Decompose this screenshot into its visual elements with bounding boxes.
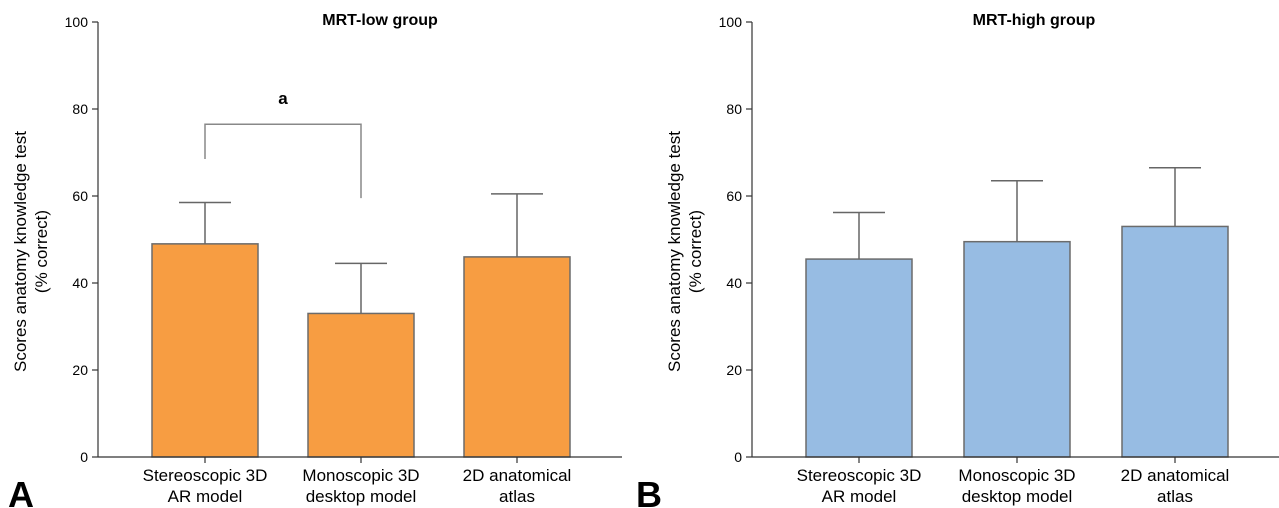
x-tick-label: 2D anatomical atlas bbox=[463, 466, 572, 506]
x-tick-label: 2D anatomical atlas bbox=[1121, 466, 1230, 506]
chart-panel-b: MRT-high group B Scores anatomy knowledge … bbox=[636, 12, 1279, 508]
y-tick-label: 60 bbox=[726, 188, 742, 204]
y-tick-label: 20 bbox=[72, 362, 88, 378]
panel-letter: A bbox=[8, 474, 34, 508]
bars bbox=[805, 166, 1229, 458]
chart-panel-a: MRT-low group A Scores anatomy knowledge t… bbox=[8, 12, 622, 508]
significance-label: a bbox=[278, 89, 288, 108]
y-tick-label: 100 bbox=[65, 14, 89, 30]
y-tick-label: 40 bbox=[726, 275, 742, 291]
x-tick-label: Monoscopic 3D desktop model bbox=[958, 466, 1075, 506]
bar bbox=[963, 240, 1071, 458]
y-tick-label: 0 bbox=[80, 449, 88, 465]
y-tick-label: 0 bbox=[734, 449, 742, 465]
x-tick-label: Monoscopic 3D desktop model bbox=[302, 466, 419, 506]
y-tick-label: 40 bbox=[72, 275, 88, 291]
y-tick-label: 60 bbox=[72, 188, 88, 204]
chart-title: MRT-low group bbox=[322, 12, 438, 29]
y-axis-label: Scores anatomy knowledge test (% correct) bbox=[11, 131, 51, 372]
y-tick-label: 80 bbox=[72, 101, 88, 117]
y-tick-label: 100 bbox=[719, 14, 743, 30]
y-axis-label: Scores anatomy knowledge test (% correct) bbox=[665, 131, 705, 372]
significance-bracket bbox=[204, 123, 362, 199]
bar bbox=[1121, 225, 1229, 458]
chart-title: MRT-high group bbox=[973, 12, 1096, 29]
y-tick-label: 20 bbox=[726, 362, 742, 378]
bar bbox=[307, 312, 415, 458]
bars bbox=[151, 193, 571, 458]
panel-letter: B bbox=[636, 474, 662, 508]
bar bbox=[151, 243, 259, 458]
y-tick-label: 80 bbox=[726, 101, 742, 117]
bar bbox=[805, 258, 913, 458]
x-tick-label: Stereoscopic 3D AR model bbox=[143, 466, 268, 506]
bar bbox=[463, 256, 571, 458]
x-tick-label: Stereoscopic 3D AR model bbox=[797, 466, 922, 506]
